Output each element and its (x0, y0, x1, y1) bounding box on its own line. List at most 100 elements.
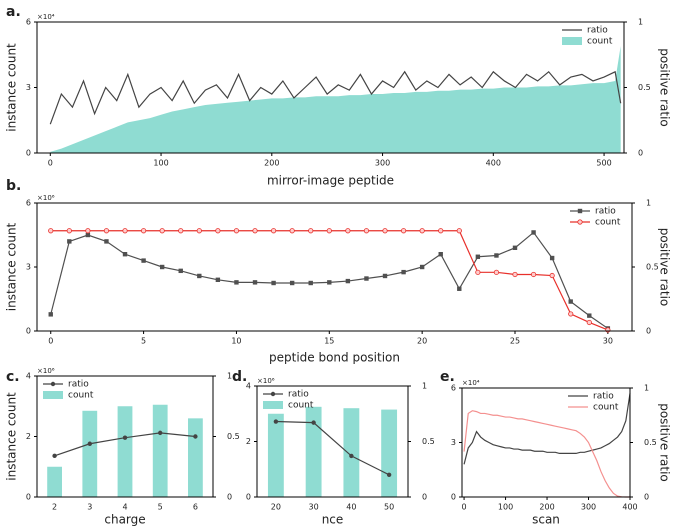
marker (586, 319, 592, 326)
line (49, 70, 622, 125)
y-axis-label: instance count (5, 43, 19, 132)
x-axis-label: nce (322, 513, 344, 527)
legend-label: count (68, 391, 94, 401)
legend-swatch (43, 391, 63, 399)
legend-label: ratio (68, 380, 89, 390)
legend-label: count (595, 218, 621, 228)
marker (475, 269, 481, 275)
x-axis-label: scan (532, 513, 560, 527)
legend-label: ratio (593, 392, 614, 402)
marker (233, 228, 240, 234)
y-multiplier: ×10⁶ (257, 377, 275, 385)
x-tick-label: 20 (417, 337, 427, 346)
y-multiplier: ×10⁴ (462, 379, 480, 387)
y-axis-label: instance count (5, 222, 19, 311)
y-tick-label: 0 (451, 493, 456, 502)
y2-tick-label: 0 (227, 493, 232, 502)
y-tick-label: 0 (26, 493, 31, 502)
legend-marker (577, 208, 583, 214)
marker (382, 228, 388, 234)
x-tick-label: 5 (158, 503, 163, 512)
marker (308, 280, 313, 286)
line (463, 410, 630, 498)
marker (215, 277, 221, 282)
marker (327, 280, 332, 285)
y-tick-label: 2 (26, 432, 31, 441)
plot-frame (256, 385, 409, 498)
x-tick-label: 30 (309, 503, 319, 512)
y2-tick-label: 1 (644, 384, 649, 393)
y2-tick-label: 0 (638, 149, 643, 158)
marker (193, 434, 198, 439)
marker (122, 435, 128, 440)
y-tick-label: 2 (246, 437, 251, 446)
y2-axis-label: positive ratio (658, 48, 672, 127)
x-tick-label: 100 (498, 503, 513, 512)
marker (48, 228, 54, 234)
marker (386, 472, 392, 477)
marker (475, 254, 481, 259)
marker (85, 228, 91, 234)
x-tick-label: 0 (48, 159, 53, 168)
marker (363, 228, 370, 234)
x-tick-label: 50 (384, 503, 394, 512)
y2-tick-label: 0.5 (638, 83, 651, 92)
x-tick-label: 0 (462, 503, 467, 512)
marker (512, 245, 518, 250)
legend-label: count (593, 403, 619, 413)
marker (87, 441, 93, 446)
marker (252, 228, 258, 234)
y2-axis-label: positive ratio (658, 403, 672, 482)
y2-tick-label: 0 (646, 327, 651, 336)
marker (215, 228, 221, 234)
panel-label: b. (6, 178, 21, 194)
y2-tick-label: 1 (646, 199, 651, 208)
y-tick-label: 3 (26, 263, 31, 272)
bar (117, 406, 133, 497)
legend-marker (50, 381, 56, 387)
x-tick-label: 400 (486, 159, 501, 168)
marker (494, 253, 499, 258)
marker (158, 430, 163, 436)
area (50, 46, 621, 154)
x-tick-label: 4 (122, 503, 127, 512)
marker (122, 228, 128, 234)
y-tick-label: 4 (26, 372, 31, 381)
y-tick-label: 0 (26, 327, 31, 336)
marker (103, 228, 110, 234)
marker (197, 273, 202, 279)
marker (140, 228, 147, 234)
y2-tick-label: 0.5 (227, 432, 240, 441)
marker (456, 228, 462, 234)
marker (104, 239, 109, 244)
marker (234, 280, 239, 285)
y2-tick-label: 0.5 (646, 263, 659, 272)
marker (289, 228, 295, 234)
x-tick-label: 30 (603, 337, 613, 346)
y-multiplier: ×10⁶ (37, 194, 55, 202)
x-axis-label: mirror-image peptide (267, 174, 394, 188)
marker (512, 271, 518, 278)
marker (52, 453, 57, 459)
legend-marker (270, 391, 276, 397)
panel-label: e. (440, 369, 455, 385)
y2-axis-label: positive ratio (658, 228, 672, 307)
bar (267, 413, 284, 497)
marker (308, 228, 314, 234)
marker (549, 272, 555, 279)
x-tick-label: 200 (539, 503, 554, 512)
marker (67, 239, 72, 244)
y2-tick-label: 1 (422, 382, 427, 391)
y2-tick-label: 0.5 (644, 438, 657, 447)
y-tick-label: 6 (26, 18, 31, 27)
x-tick-label: 10 (231, 337, 241, 346)
y2-tick-label: 1 (638, 18, 643, 27)
marker (400, 228, 407, 234)
marker (549, 255, 555, 261)
y2-tick-label: 1 (227, 372, 232, 381)
marker (141, 258, 146, 263)
panel-label: a. (6, 4, 21, 20)
y-tick-label: 6 (26, 199, 31, 208)
marker (270, 228, 277, 234)
